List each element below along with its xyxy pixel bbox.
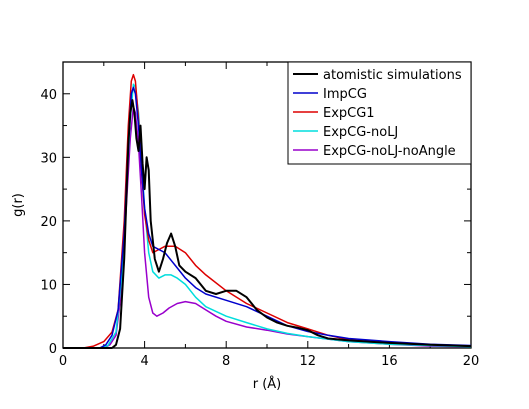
y-tick-label: 20 [40, 215, 57, 230]
series-line-atomistic-simulations [63, 99, 472, 349]
legend-label: atomistic simulations [323, 68, 462, 83]
legend-label: ExpCG-noLJ-noAngle [323, 144, 456, 159]
y-axis-label: g(r) [11, 193, 26, 217]
legend: atomistic simulations ImpCG ExpCG1 ExpCG-no… [287, 61, 472, 165]
legend-label: ImpCG [323, 87, 367, 102]
x-axis-label: r (Å) [253, 376, 282, 392]
x-tick-label: 4 [140, 354, 148, 369]
y-tick-label: 10 [40, 278, 57, 293]
y-tick-label: 0 [49, 342, 57, 357]
y-tick-label: 30 [40, 151, 57, 166]
legend-box [287, 61, 472, 165]
x-tick-label: 20 [463, 354, 480, 369]
legend-label: ExpCG1 [323, 106, 375, 121]
x-tick-label: 12 [300, 354, 317, 369]
x-tick-label: 8 [222, 354, 230, 369]
x-tick-label: 16 [381, 354, 398, 369]
legend-label: ExpCG-noLJ [323, 125, 398, 140]
series-lines [63, 73, 472, 349]
y-tick-label: 40 [40, 88, 57, 103]
x-tick-label: 0 [59, 354, 67, 369]
